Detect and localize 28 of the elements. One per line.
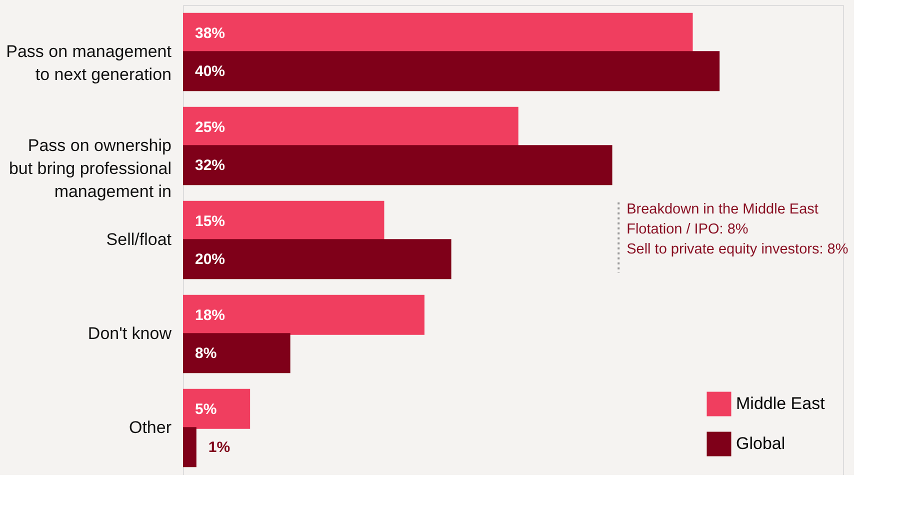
data-label: 25% bbox=[195, 118, 226, 136]
bar bbox=[183, 333, 290, 374]
y-tick-label: Don't know bbox=[88, 324, 172, 343]
bar bbox=[183, 200, 384, 241]
y-tick-label: Pass on ownership but bring professional management in bbox=[8, 136, 172, 201]
legend-label: Middle East bbox=[736, 394, 826, 413]
data-label: 5% bbox=[195, 400, 217, 418]
bar bbox=[183, 427, 196, 468]
legend-label: Global bbox=[736, 434, 786, 453]
data-label: 20% bbox=[195, 251, 226, 268]
y-tick-label: Sell/float bbox=[106, 230, 172, 249]
data-label: 40% bbox=[195, 63, 226, 80]
data-label: 18% bbox=[195, 306, 226, 324]
annotation: Breakdown in the Middle East Flotation / IPO: 8% Sell to private equity investors: 8% bbox=[626, 201, 848, 258]
bar bbox=[183, 51, 720, 92]
data-label: 15% bbox=[195, 212, 226, 230]
bar bbox=[183, 388, 250, 429]
bar bbox=[183, 239, 452, 280]
y-tick-label: Pass on management to next generation bbox=[6, 42, 172, 84]
data-label: 38% bbox=[195, 24, 226, 42]
bar bbox=[183, 294, 424, 335]
bar bbox=[183, 106, 518, 147]
data-label: 1% bbox=[208, 439, 230, 456]
data-label: 32% bbox=[195, 157, 226, 174]
data-label: 8% bbox=[195, 345, 217, 362]
y-tick-label: Other bbox=[128, 418, 172, 437]
bar bbox=[183, 145, 612, 186]
bar bbox=[183, 12, 693, 53]
